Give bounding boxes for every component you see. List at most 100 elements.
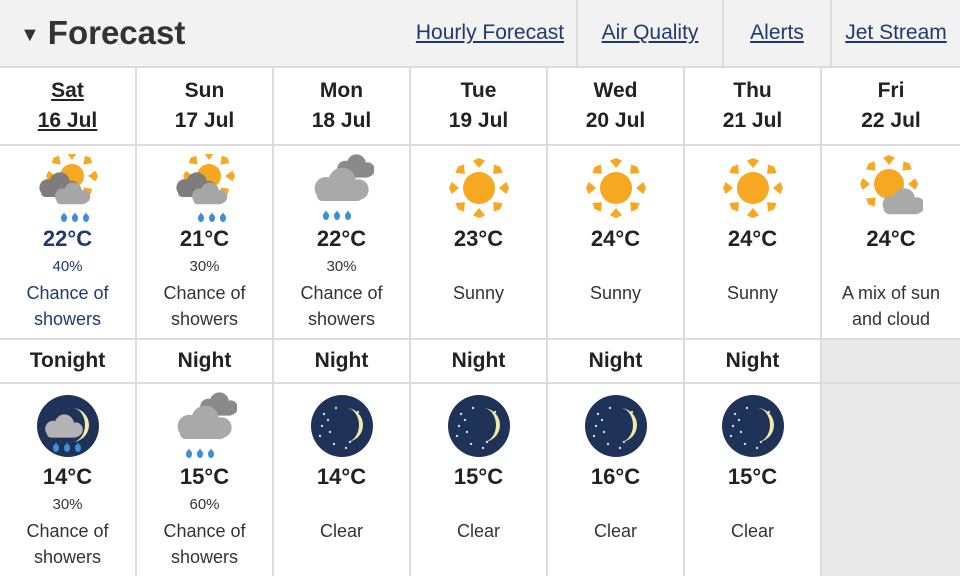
day-date: 19 Jul (448, 109, 509, 132)
precip-chance: 40% (52, 258, 83, 275)
sun-icon (584, 154, 648, 222)
condition-text: Clear (730, 521, 774, 541)
condition-text: Chance of showers (163, 521, 246, 567)
day-header-tue: Tue 19 Jul (411, 68, 548, 146)
clear-night-icon (584, 392, 648, 460)
day-weather-row: 22°C 40% Chance of showers 21°C 30% Chan… (0, 146, 960, 340)
condition-text: Chance of showers (26, 521, 109, 567)
precip-chance (411, 496, 546, 514)
day-header-wed: Wed 20 Jul (548, 68, 685, 146)
clear-night-icon (447, 392, 511, 460)
condition-text: Clear (456, 521, 500, 541)
night-header: Night (685, 340, 822, 384)
forecast-header: ▼ Forecast Hourly Forecast Air Quality A… (0, 0, 960, 68)
night-forecast-cell: 15°C 60% Chance of showers (137, 384, 274, 576)
precip-chance (274, 496, 409, 514)
alerts-link[interactable]: Alerts (722, 0, 830, 66)
day-forecast-cell: 24°C Sunny (685, 146, 822, 340)
night-header: Tonight (0, 340, 137, 384)
sun-cloud-showers-icon (173, 150, 237, 222)
sun-cloud-showers-icon (36, 150, 100, 222)
night-forecast-cell: 16°C Clear (548, 384, 685, 576)
day-date: 21 Jul (722, 109, 783, 132)
day-name: Sat (51, 79, 84, 102)
night-header: Night (274, 340, 411, 384)
night-weather-row: 14°C 30% Chance of showers 15°C 60% Chan… (0, 384, 960, 576)
precip-chance: 60% (189, 496, 220, 513)
day-forecast-cell: 22°C 30% Chance of showers (274, 146, 411, 340)
day-forecast-cell: 21°C 30% Chance of showers (137, 146, 274, 340)
day-date: 20 Jul (585, 109, 646, 132)
day-name: Thu (733, 79, 772, 102)
forecast-grid: Sat 16 Jul Sun 17 Jul Mon 18 Jul Tue 19 Jul… (0, 68, 960, 576)
day-date: 16 Jul (37, 109, 98, 132)
night-header-row: Tonight Night Night Night Night Night (0, 340, 960, 384)
precip-chance (685, 258, 820, 276)
night-forecast-cell: 14°C 30% Chance of showers (0, 384, 137, 576)
day-name: Wed (593, 79, 638, 102)
day-header-fri: Fri 22 Jul (822, 68, 960, 146)
clear-night-icon (310, 392, 374, 460)
day-date: 22 Jul (861, 109, 921, 132)
day-header-thu: Thu 21 Jul (685, 68, 822, 146)
day-name: Sun (184, 79, 225, 102)
night-forecast-cell: 15°C Clear (411, 384, 548, 576)
day-name: Tue (460, 79, 497, 102)
precip-chance (685, 496, 820, 514)
condition-text: Clear (319, 521, 363, 541)
precip-chance: 30% (189, 258, 220, 275)
night-forecast-cell: 15°C Clear (685, 384, 822, 576)
air-quality-link[interactable]: Air Quality (576, 0, 722, 66)
collapse-caret-icon[interactable]: ▼ (20, 23, 40, 46)
night-forecast-cell: 14°C Clear (274, 384, 411, 576)
night-header: Night (548, 340, 685, 384)
high-temp: 22°C (42, 226, 93, 251)
day-forecast-cell: 24°C Sunny (548, 146, 685, 340)
condition-text: Clear (593, 521, 637, 541)
condition-text: Sunny (589, 283, 642, 303)
cloud-showers-icon (173, 392, 238, 460)
low-temp: 15°C (453, 464, 504, 489)
precip-chance (548, 258, 683, 276)
empty-night-header (822, 340, 960, 384)
low-temp: 16°C (590, 464, 641, 489)
precip-chance (548, 496, 683, 514)
jet-stream-link[interactable]: Jet Stream (830, 0, 960, 66)
day-forecast-cell: 22°C 40% Chance of showers (0, 146, 137, 340)
high-temp: 24°C (866, 226, 916, 251)
header-links: Hourly Forecast Air Quality Alerts Jet S… (404, 0, 960, 66)
precip-chance: 30% (326, 258, 357, 275)
forecast-title[interactable]: ▼ Forecast (20, 14, 185, 52)
day-header-sat[interactable]: Sat 16 Jul (0, 68, 137, 146)
day-date: 18 Jul (311, 109, 372, 132)
night-header: Night (411, 340, 548, 384)
condition-text: Chance of showers (300, 283, 383, 329)
day-forecast-cell: 24°C A mix of sun and cloud (822, 146, 960, 340)
condition-text: Sunny (452, 283, 505, 303)
hourly-forecast-link[interactable]: Hourly Forecast (415, 21, 565, 44)
empty-night-cell (822, 384, 960, 576)
low-temp: 14°C (42, 464, 93, 489)
condition-text: Chance of showers (26, 283, 109, 329)
day-name: Mon (319, 79, 364, 102)
cloud-showers-icon (310, 154, 375, 222)
high-temp: 24°C (590, 226, 641, 251)
moon-cloud-showers-icon (36, 392, 100, 460)
low-temp: 15°C (727, 464, 778, 489)
sun-icon (721, 154, 785, 222)
high-temp: 23°C (453, 226, 504, 251)
low-temp: 15°C (179, 464, 230, 489)
precip-chance (411, 258, 546, 276)
low-temp: 14°C (316, 464, 367, 489)
sun-icon (447, 154, 511, 222)
page-title: Forecast (47, 14, 186, 51)
high-temp: 22°C (316, 226, 367, 251)
day-date: 17 Jul (174, 109, 235, 132)
clear-night-icon (721, 392, 785, 460)
night-header: Night (137, 340, 274, 384)
day-header-sun: Sun 17 Jul (137, 68, 274, 146)
precip-chance (822, 258, 960, 276)
sun-cloud-icon (859, 154, 925, 222)
high-temp: 21°C (179, 226, 230, 251)
condition-text: A mix of sun and cloud (841, 283, 941, 329)
